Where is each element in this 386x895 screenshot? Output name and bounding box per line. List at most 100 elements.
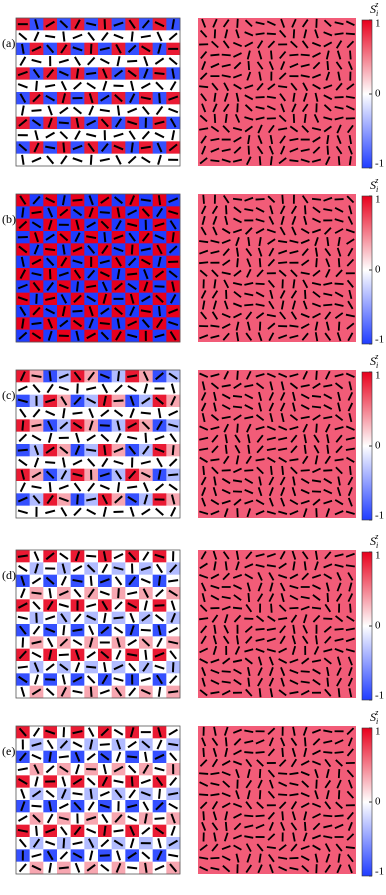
spin-arrow [99,803,110,809]
spin-arrow [141,851,151,860]
spin-arrow [45,552,55,561]
spin-arrow [325,258,331,268]
spin-arrow [60,575,67,586]
spin-arrow [244,729,254,733]
spin-arrow [128,445,137,455]
spin-arrow [199,844,208,852]
spin-arrow [116,371,121,382]
spin-arrow [323,125,332,133]
spin-arrow [224,561,228,571]
spin-arrow [103,445,107,456]
spin-arrow [113,33,124,40]
spin-arrow [74,649,81,660]
spin-arrow [101,813,109,824]
spin-arrow [292,624,296,634]
spin-arrow [347,402,354,412]
spin-arrow [113,460,124,465]
spin-arrow [200,391,207,401]
spin-arrow [168,791,179,796]
spin-arrow [266,846,276,850]
spin-arrow [45,145,56,150]
spin-arrow [169,650,177,660]
spin-arrow [337,402,341,412]
spin-arrow [18,565,28,572]
spin-arrow [31,58,42,64]
spin-arrow [87,482,96,492]
spin-arrow [155,776,164,787]
spin-arrow [18,32,28,41]
spin-arrow [168,197,179,204]
spin-arrow [60,686,67,697]
spin-arrow [268,656,274,666]
spin-arrow [300,227,310,235]
spin-arrow [278,372,288,378]
spin-arrow [223,726,229,736]
spin-arrow [312,136,321,143]
spin-arrow [21,207,25,218]
spin-arrow [301,635,309,645]
spin-arrow [255,563,265,568]
spin-arrow [72,565,83,572]
spin-arrow [347,656,353,666]
spin-arrow [221,499,231,505]
spin-arrow [211,758,219,768]
spin-arrow [116,482,121,493]
spin-arrow [154,72,165,75]
spin-arrow [235,321,240,331]
spin-arrow [48,371,52,382]
spin-arrow [334,751,344,754]
spin-arrow [223,279,230,289]
spin-arrow [157,256,162,267]
spin-arrow [267,322,276,330]
spin-arrow [114,601,123,610]
spin-arrow [334,510,344,516]
spin-arrow [336,247,342,257]
spin-arrow [130,142,134,153]
spin-arrow [232,802,243,808]
spin-arrow [169,293,177,304]
spin-arrow [281,194,284,204]
spin-arrow [101,457,109,468]
spin-arrow [278,793,288,796]
spin-arrow [168,458,178,467]
spin-arrow [31,434,42,442]
spin-arrow [300,605,310,611]
spin-arrow [88,195,94,206]
spin-arrow [279,582,286,592]
spin-arrow [199,801,208,810]
spin-arrow [61,306,66,317]
spin-arrow [213,832,217,842]
spin-arrow [300,404,310,410]
spin-arrow [300,271,310,275]
spin-arrow [87,269,96,279]
spin-arrow [347,677,353,687]
spin-arrow [221,404,231,410]
spin-arrow [72,777,83,786]
spin-arrow [102,293,108,304]
spin-arrow [210,573,220,580]
spin-arrow [289,458,299,462]
spin-arrow [89,739,94,750]
spin-arrow [222,780,231,788]
spin-arrow [19,195,27,205]
spin-arrow [199,574,209,579]
spin-arrow [280,821,286,831]
spin-arrow [290,445,298,454]
spin-arrow [99,46,110,51]
spin-arrow [223,300,229,310]
spin-arrow [279,50,287,60]
spin-arrow [210,458,220,462]
spin-arrow [154,21,165,28]
spin-arrow [211,466,219,475]
spin-arrow [156,244,163,255]
spin-arrow [113,553,124,560]
spin-arrow [233,290,242,298]
spin-arrow [210,62,220,69]
spin-arrow [325,423,331,433]
spin-arrow [127,815,138,822]
spin-arrow [143,281,149,292]
spin-arrow [171,68,176,79]
spin-arrow [171,232,175,243]
spin-arrow [17,296,28,302]
spin-arrow [154,270,165,278]
